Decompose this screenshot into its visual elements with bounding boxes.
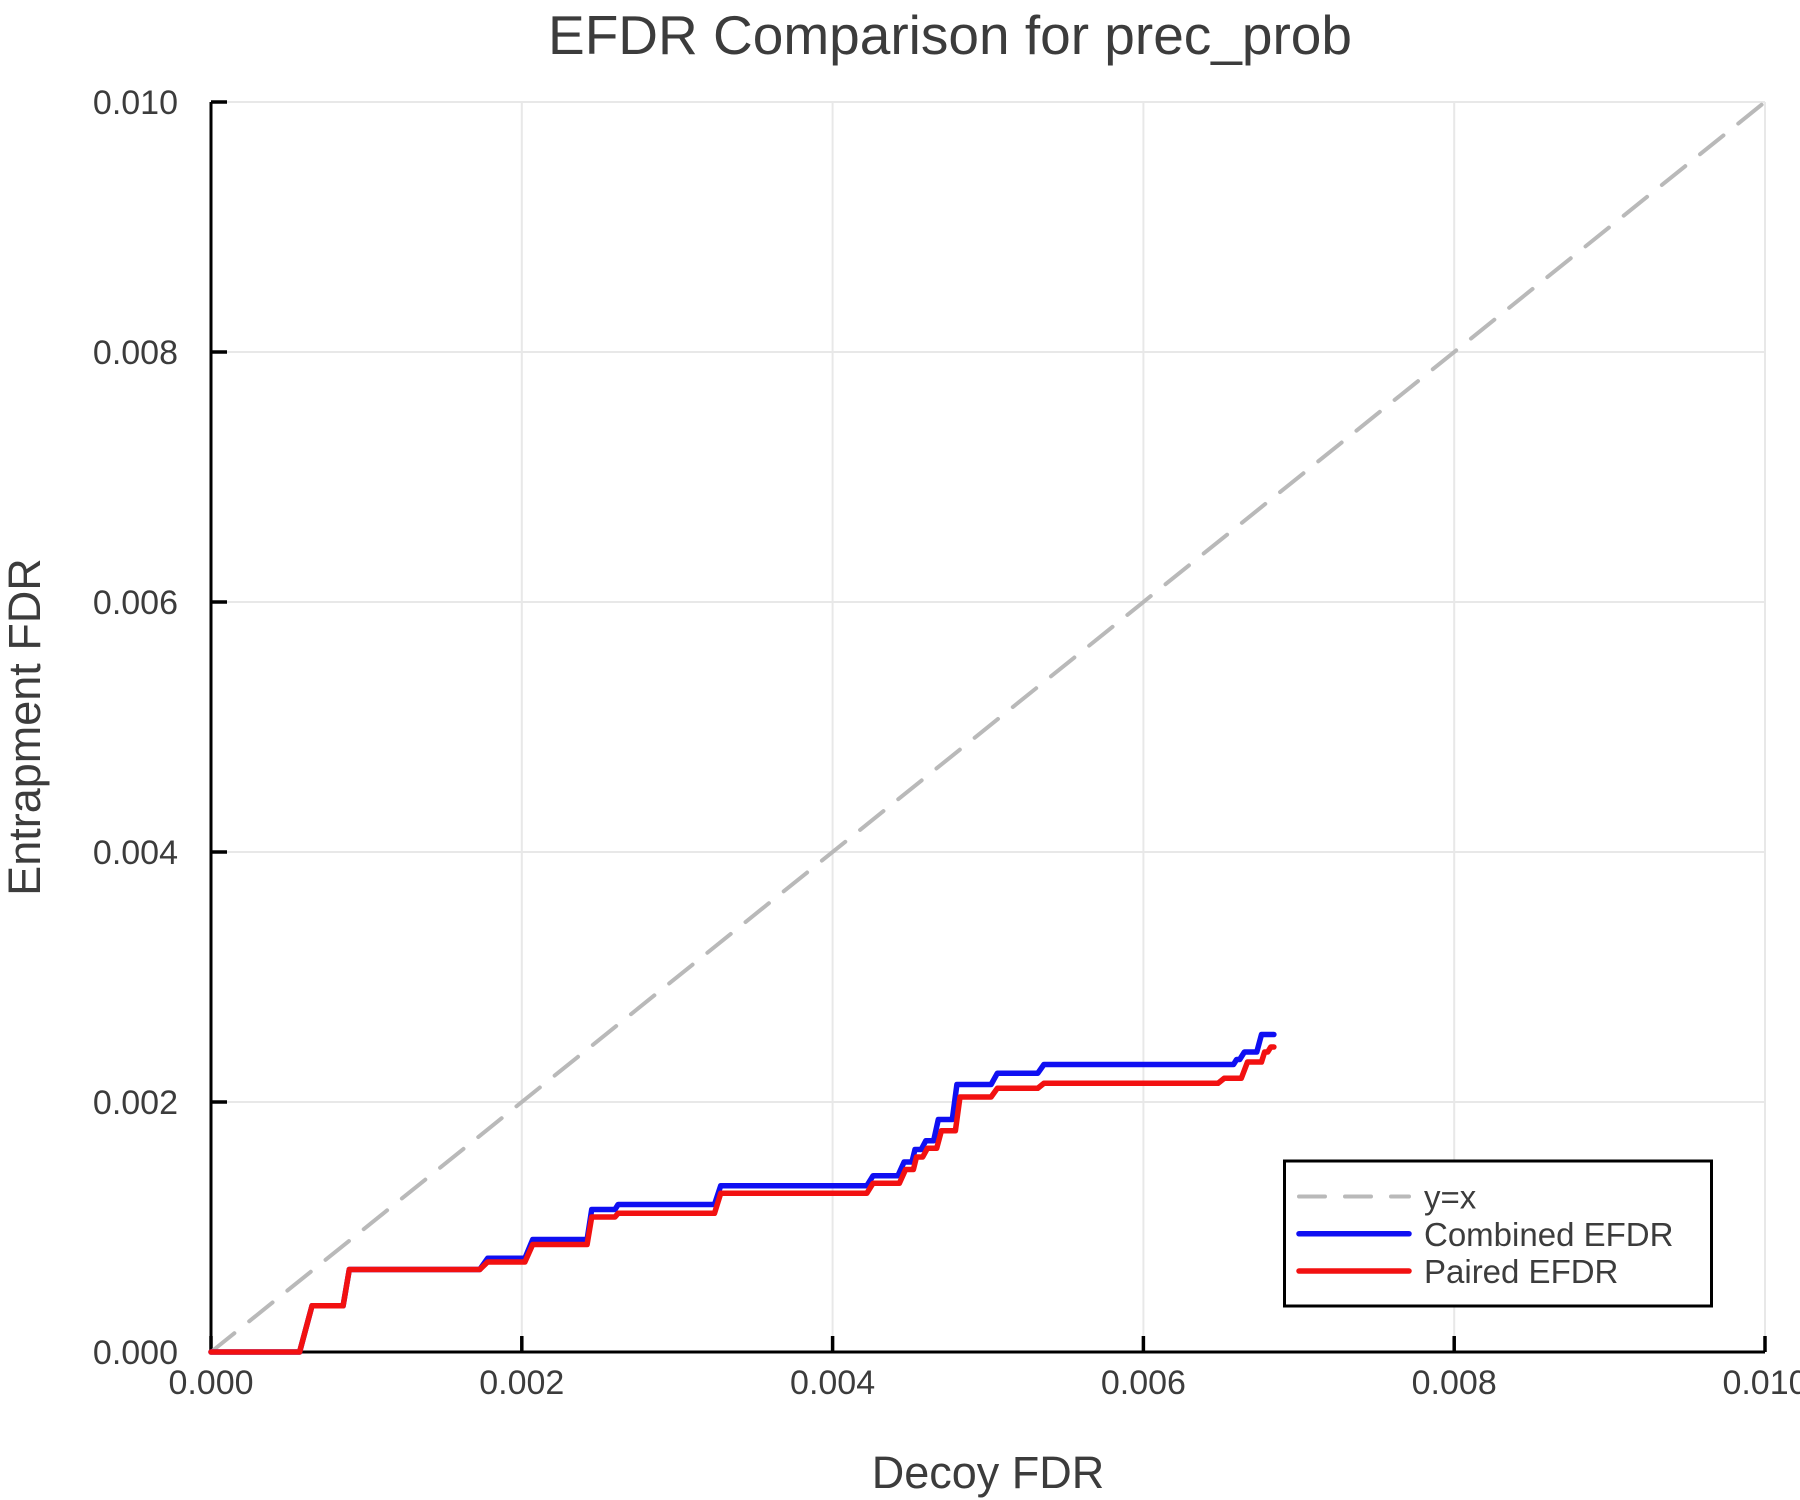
x-tick-label: 0.000 xyxy=(168,1364,253,1402)
legend-label-identity-line: y=x xyxy=(1424,1179,1477,1216)
paired-efdr-line xyxy=(208,1044,1277,1355)
combined-efdr-line xyxy=(208,1031,1277,1355)
y-tick-label: 0.004 xyxy=(93,834,178,872)
x-axis-title: Decoy FDR xyxy=(872,1447,1105,1498)
x-tick-label: 0.004 xyxy=(790,1364,875,1402)
x-tick-label: 0.002 xyxy=(479,1364,564,1402)
chart-title: EFDR Comparison for prec_prob xyxy=(548,4,1352,66)
x-tick-label: 0.006 xyxy=(1101,1364,1186,1402)
y-axis-title: Entrapment FDR xyxy=(0,558,50,896)
legend-label-paired-efdr-line: Paired EFDR xyxy=(1424,1253,1618,1290)
y-tick-label: 0.008 xyxy=(93,334,178,372)
y-tick-label: 0.000 xyxy=(93,1334,178,1372)
identity-line xyxy=(209,100,1767,1354)
x-tick-label: 0.010 xyxy=(1722,1364,1800,1402)
series-layer xyxy=(208,100,1767,1355)
grid-layer xyxy=(211,101,1766,1352)
y-tick-label: 0.002 xyxy=(93,1084,178,1122)
y-tick-label: 0.010 xyxy=(93,84,178,122)
axes-layer: 0.000 0.002 0.004 0.006 0.008 0.010 0.000 0.002… xyxy=(93,84,1800,1402)
y-tick-label: 0.006 xyxy=(93,584,178,622)
legend-label-combined-efdr-line: Combined EFDR xyxy=(1424,1216,1673,1253)
x-tick-label: 0.008 xyxy=(1412,1364,1497,1402)
